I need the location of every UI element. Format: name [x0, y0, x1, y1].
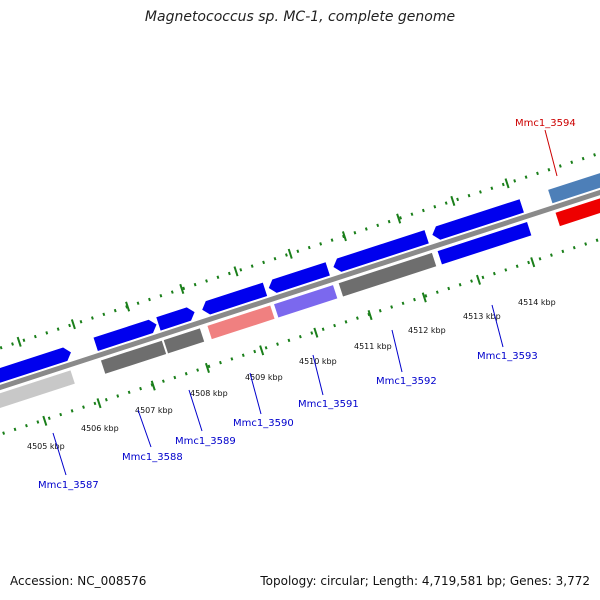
- gene-block-3591[interactable]: [274, 285, 338, 318]
- forward-strand: [0, 165, 600, 392]
- kbp-labels: 4505 kbp 4506 kbp 4507 kbp 4508 kbp 4509…: [27, 298, 556, 451]
- gene-arrow-3593[interactable]: [430, 199, 524, 241]
- gene-arrow-3591[interactable]: [267, 262, 330, 294]
- gene-block-3590[interactable]: [207, 305, 275, 340]
- gene-label-3589[interactable]: Mmc1_3589: [175, 436, 236, 447]
- gene-leader-lines: [52, 129, 558, 476]
- gene-arrow-3588[interactable]: [93, 318, 159, 351]
- gene-block-3589[interactable]: [163, 328, 205, 354]
- major-ticks: [16, 178, 536, 426]
- gene-block-3592[interactable]: [338, 252, 437, 297]
- kbp-label: 4511 kbp: [354, 342, 392, 351]
- gene-label-3591[interactable]: Mmc1_3591: [298, 399, 359, 410]
- kbp-label: 4505 kbp: [27, 442, 65, 451]
- kbp-label: 4514 kbp: [518, 298, 556, 307]
- genome-title: Magnetococcus sp. MC-1, complete genome: [144, 9, 456, 25]
- accession-text: Accession: NC_008576: [10, 574, 147, 588]
- kbp-label: 4513 kbp: [463, 312, 501, 321]
- gene-label-3590[interactable]: Mmc1_3590: [233, 418, 294, 429]
- gene-label-3587[interactable]: Mmc1_3587: [38, 480, 99, 491]
- gene-arrow-3587[interactable]: [0, 346, 73, 392]
- gene-arrow-3589[interactable]: [156, 306, 196, 331]
- kbp-label: 4507 kbp: [135, 406, 173, 415]
- topology-text: Topology: circular; Length: 4,719,581 bp…: [260, 574, 590, 588]
- gene-label-3593[interactable]: Mmc1_3593: [477, 351, 538, 362]
- gene-arrow-3592[interactable]: [331, 230, 429, 274]
- upper-scale-ticks: [0, 142, 600, 368]
- reverse-strand: [0, 189, 600, 415]
- gene-label-3592[interactable]: Mmc1_3592: [376, 376, 437, 387]
- lower-scale-ticks: [0, 220, 600, 446]
- gene-arrow-3590[interactable]: [200, 282, 268, 317]
- gene-label-3588[interactable]: Mmc1_3588: [122, 452, 183, 463]
- kbp-label: 4506 kbp: [81, 424, 119, 433]
- kbp-label: 4509 kbp: [245, 373, 283, 382]
- gene-labels: Mmc1_3587 Mmc1_3588 Mmc1_3589 Mmc1_3590 …: [38, 118, 576, 491]
- gene-block-3588[interactable]: [100, 340, 167, 374]
- gene-block-3594[interactable]: [548, 165, 600, 204]
- kbp-label: 4510 kbp: [299, 357, 337, 366]
- gene-arrow-3593-rev[interactable]: [437, 222, 532, 265]
- kbp-label: 4508 kbp: [190, 389, 228, 398]
- genome-backbone: [0, 171, 600, 411]
- kbp-label: 4512 kbp: [408, 326, 446, 335]
- gene-label-3594[interactable]: Mmc1_3594: [515, 118, 576, 129]
- gene-block-3587[interactable]: [0, 370, 75, 415]
- gene-arrow-3594[interactable]: [555, 189, 600, 227]
